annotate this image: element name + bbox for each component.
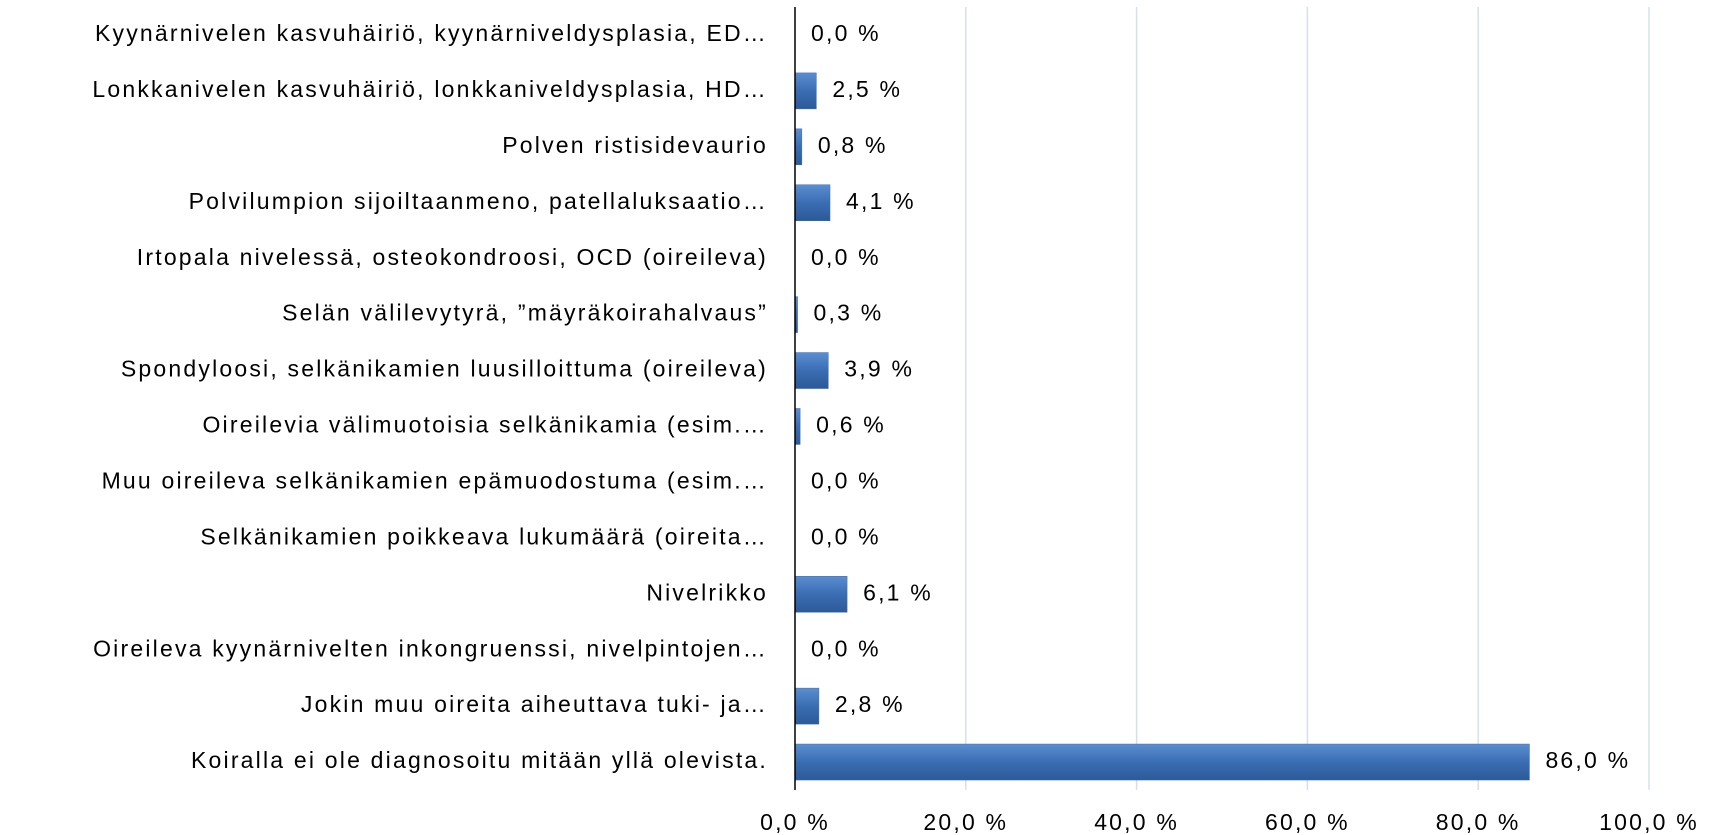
value-label: 0,0 % <box>811 467 881 493</box>
y-tick-label: Jokin muu oireita aiheuttava tuki- ja… <box>301 691 768 717</box>
y-tick-label: Oireilevia välimuotoisia selkänikamia (e… <box>202 412 768 438</box>
value-label: 3,9 % <box>844 356 914 382</box>
y-tick-label: Polven ristisidevaurio <box>502 132 768 158</box>
value-label: 86,0 % <box>1545 747 1630 773</box>
x-tick-label: 20,0 % <box>923 809 1008 835</box>
value-label: 2,5 % <box>832 76 902 102</box>
y-tick-label: Selkänikamien poikkeava lukumäärä (oirei… <box>200 523 768 549</box>
value-label: 0,8 % <box>818 132 888 158</box>
y-tick-label: Lonkkanivelen kasvuhäiriö, lonkkaniveldy… <box>92 76 768 102</box>
value-label: 0,0 % <box>811 523 881 549</box>
x-tick-label: 60,0 % <box>1265 809 1350 835</box>
bar <box>794 408 801 445</box>
value-label: 0,0 % <box>811 244 881 270</box>
bar <box>794 576 848 613</box>
y-tick-label: Muu oireileva selkänikamien epämuodostum… <box>102 467 768 493</box>
x-tick-label: 40,0 % <box>1094 809 1179 835</box>
value-label: 6,1 % <box>863 579 933 605</box>
x-tick-label: 80,0 % <box>1436 809 1521 835</box>
y-tick-label: Kyynärnivelen kasvuhäiriö, kyynärniveldy… <box>95 20 768 46</box>
y-tick-label: Selän välilevytyrä, ”mäyräkoirahalvaus” <box>282 300 768 326</box>
y-tick-label: Koiralla ei ole diagnosoitu mitään yllä … <box>191 747 768 773</box>
bar <box>794 128 803 166</box>
value-label: 0,3 % <box>814 300 884 326</box>
x-tick-label: 100,0 % <box>1599 809 1699 835</box>
x-tick-label: 0,0 % <box>760 809 830 835</box>
value-label: 0,0 % <box>811 635 881 661</box>
value-label: 4,1 % <box>846 188 916 214</box>
y-tick-label: Spondyloosi, selkänikamien luusilloittum… <box>121 356 768 382</box>
y-tick-label: Oireileva kyynärnivelten inkongruenssi, … <box>93 635 768 661</box>
y-tick-label: Irtopala nivelessä, osteokondroosi, OCD … <box>137 244 768 270</box>
bar <box>794 352 829 389</box>
value-label: 0,6 % <box>816 412 886 438</box>
bar <box>794 72 817 110</box>
value-label: 2,8 % <box>835 691 905 717</box>
bar <box>794 743 1530 781</box>
bar <box>794 687 820 725</box>
value-label: 0,0 % <box>811 20 881 46</box>
bar <box>794 184 831 221</box>
y-tick-label: Nivelrikko <box>646 579 768 605</box>
y-tick-label: Polvilumpion sijoiltaanmeno, patellaluks… <box>189 188 768 214</box>
